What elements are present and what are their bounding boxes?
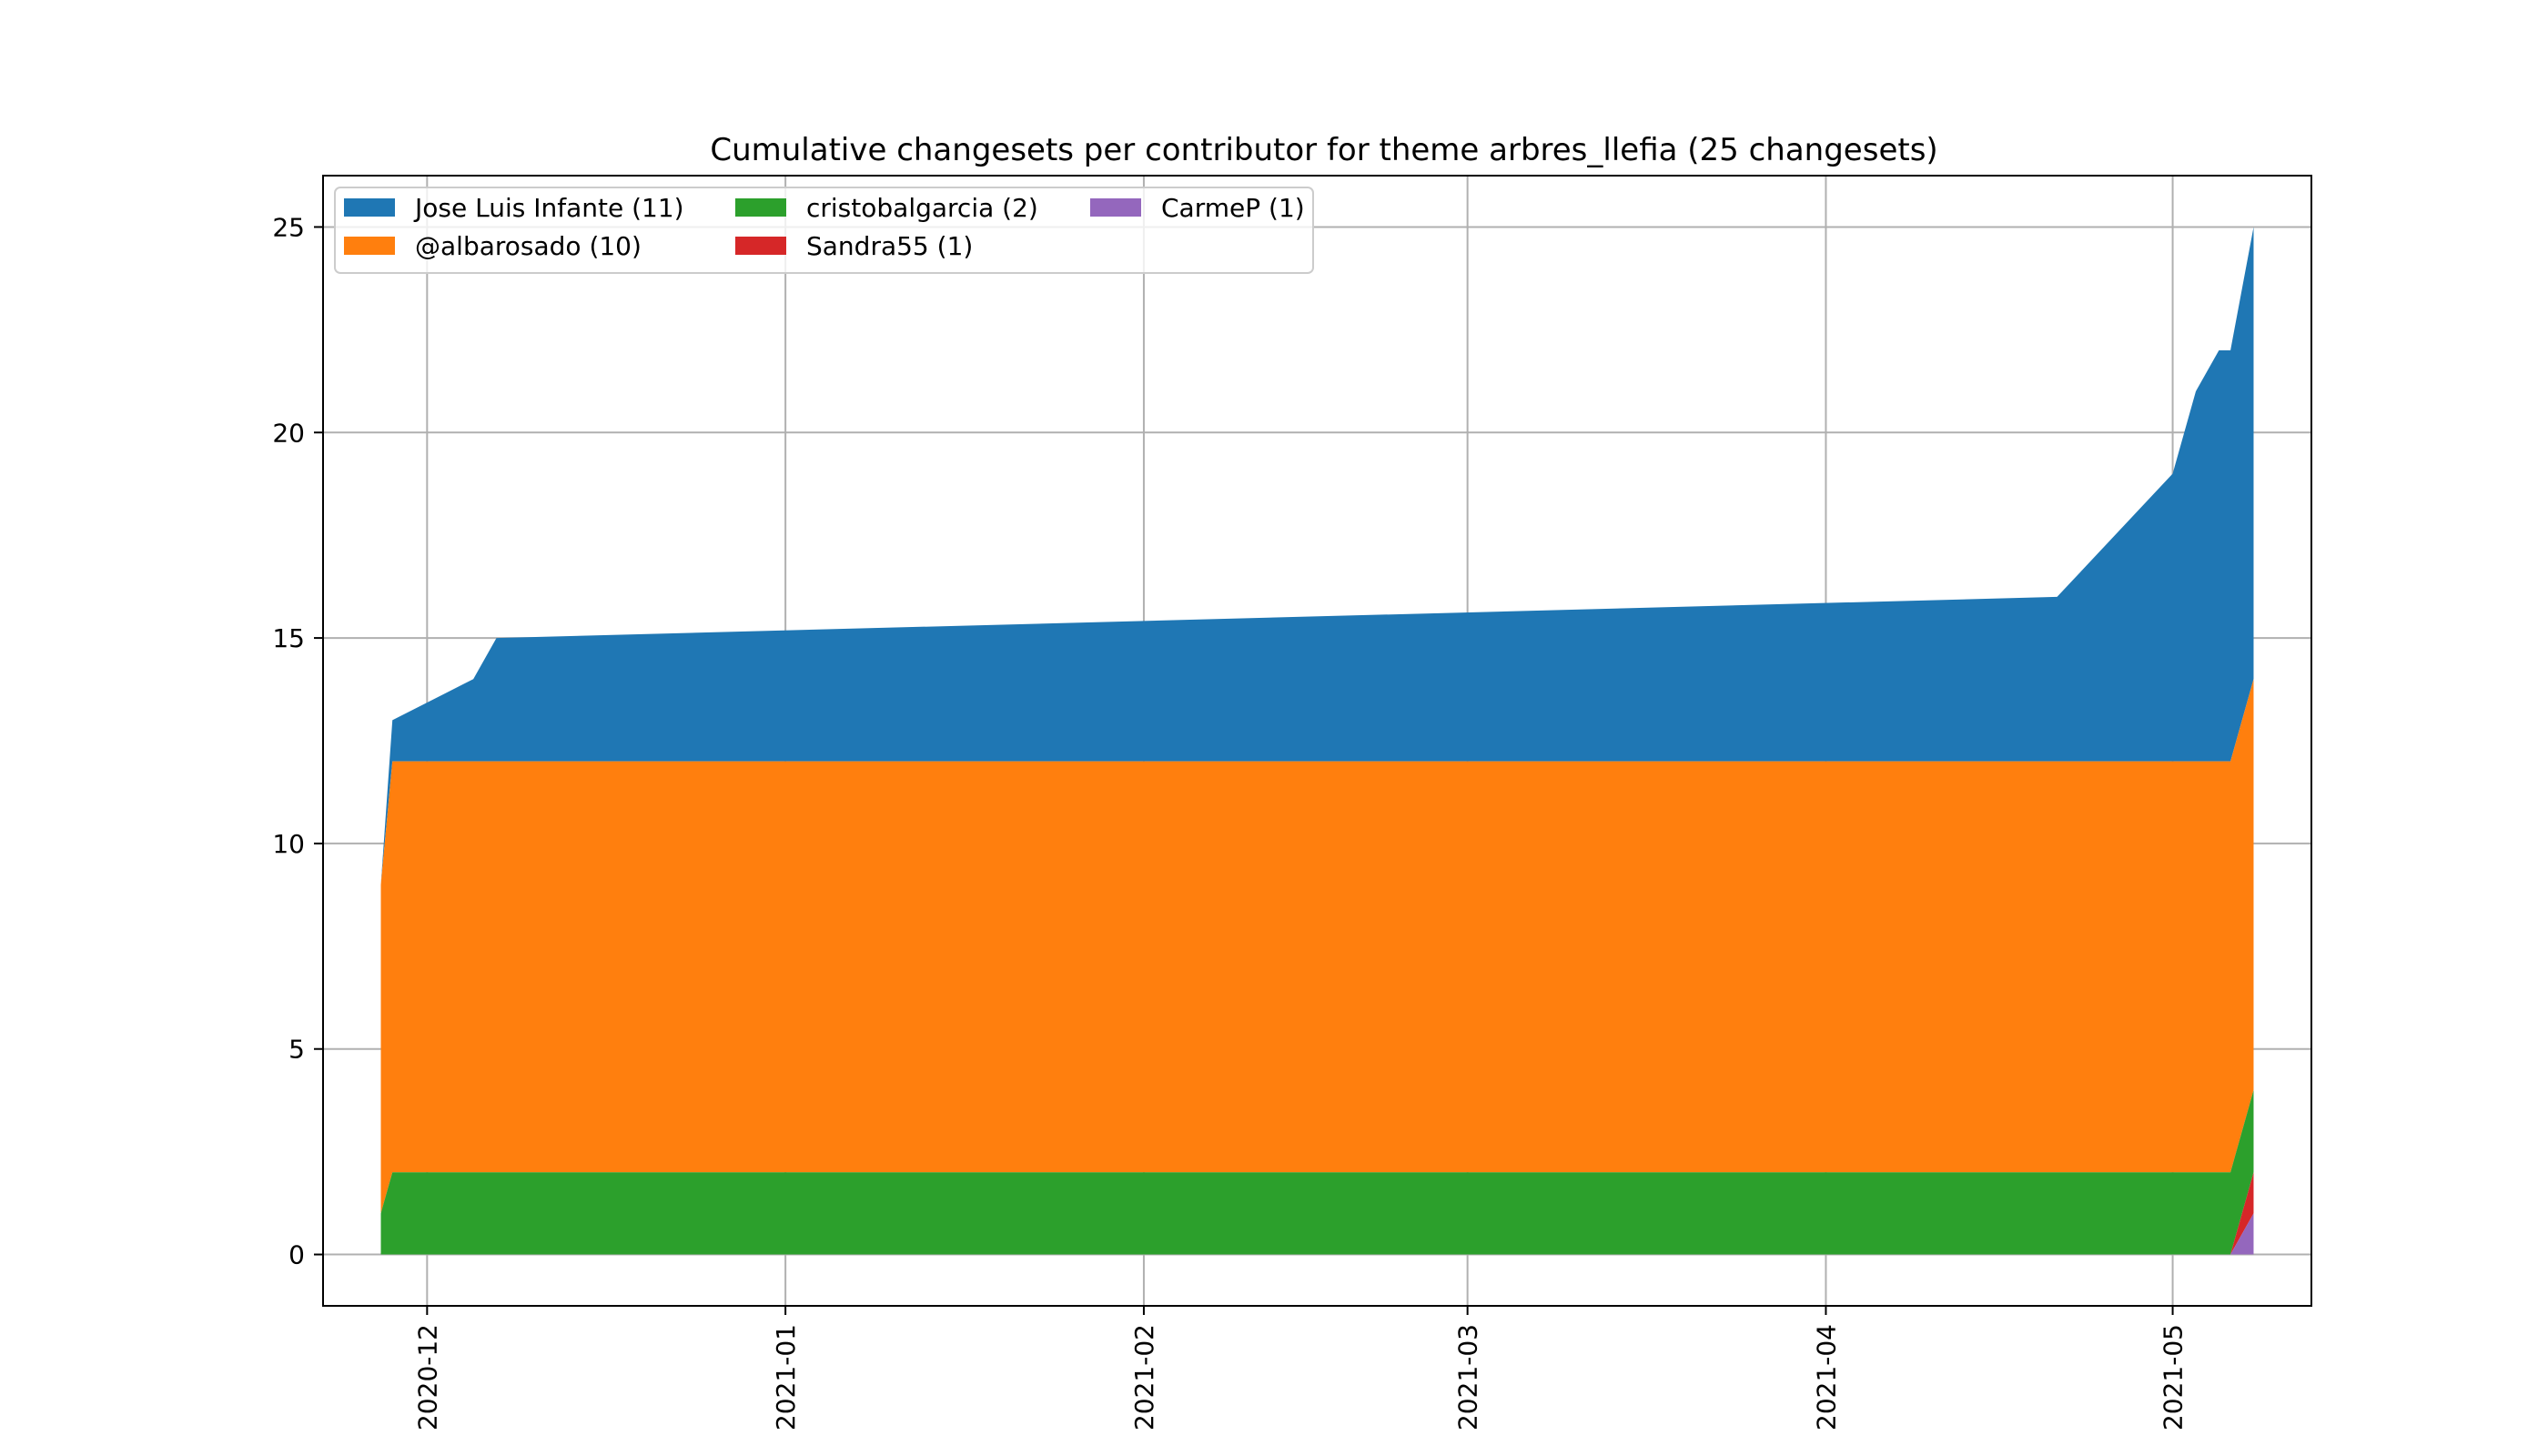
plot-area: 0 5 10 15 20 25 2020-12 2021-01 2021-02 2021-03 20… <box>272 175 2312 1431</box>
legend-swatch-4 <box>1090 198 1141 217</box>
area-series-2 <box>380 1089 2254 1255</box>
legend-label-4: CarmeP (1) <box>1161 193 1305 223</box>
legend-label-1: @albarosado (10) <box>415 231 642 261</box>
x-tick-label-0: 2020-12 <box>412 1324 442 1431</box>
legend-swatch-1 <box>344 237 395 255</box>
x-tick-label-5: 2021-05 <box>2159 1324 2189 1431</box>
legend-frame <box>334 187 1314 274</box>
area-series-0 <box>380 227 2254 885</box>
area-series-1 <box>380 679 2254 1214</box>
legend-label-3: Sandra55 (1) <box>806 231 973 261</box>
x-tick-label-3: 2021-03 <box>1453 1324 1483 1431</box>
y-tick-label-0: 0 <box>288 1240 305 1270</box>
x-tick-label-4: 2021-04 <box>1811 1324 1841 1431</box>
legend-swatch-3 <box>735 237 786 255</box>
legend-label-0: Jose Luis Infante (11) <box>413 193 684 223</box>
legend: Jose Luis Infante (11) @albarosado (10) cr… <box>334 187 1314 274</box>
chart-title: Cumulative changesets per contributor fo… <box>710 132 1937 168</box>
x-tick-label-1: 2021-01 <box>771 1324 801 1431</box>
legend-label-2: cristobalgarcia (2) <box>806 193 1038 223</box>
y-tick-label-1: 5 <box>288 1035 305 1065</box>
y-tick-label-4: 20 <box>272 418 305 448</box>
legend-swatch-0 <box>344 198 395 217</box>
y-tick-label-2: 10 <box>272 829 305 859</box>
axes-frame <box>322 175 2312 1307</box>
x-tick-label-2: 2021-02 <box>1129 1324 1159 1431</box>
legend-swatch-2 <box>735 198 786 217</box>
y-tick-label-3: 15 <box>272 623 305 653</box>
y-tick-label-5: 25 <box>272 212 305 242</box>
